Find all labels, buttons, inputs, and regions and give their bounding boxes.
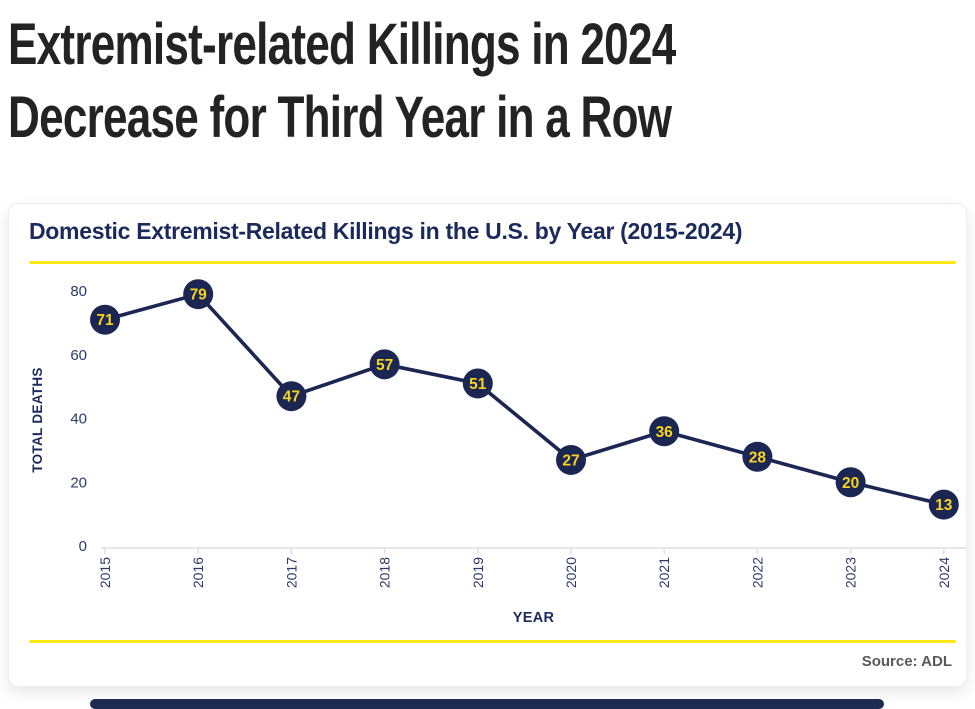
y-axis-title: TOTAL DEATHS: [30, 367, 45, 472]
x-tick-label: 2018: [377, 557, 393, 588]
divider-top: [29, 261, 956, 264]
y-tick-label: 20: [70, 474, 87, 491]
data-point: [742, 441, 773, 472]
data-point-label: 27: [562, 452, 579, 469]
x-tick-label: 2019: [470, 557, 486, 588]
x-tick-label: 2023: [843, 557, 859, 588]
data-point-label: 13: [935, 497, 953, 514]
chart-card: Domestic Extremist-Related Killings in t…: [8, 203, 967, 687]
bottom-scrollbar[interactable]: [90, 699, 884, 709]
y-tick-label: 60: [70, 347, 87, 364]
x-axis-title: YEAR: [513, 610, 555, 626]
x-tick-label: 2021: [656, 557, 672, 588]
page-headline: Extremist-related Killings in 2024 Decre…: [8, 12, 676, 150]
data-point-label: 71: [96, 312, 114, 329]
series-line: [104, 292, 945, 507]
data-point: [90, 304, 120, 335]
data-point: [369, 349, 400, 380]
data-point-label: 36: [656, 424, 674, 441]
x-tick-label: 2020: [563, 557, 579, 588]
x-tick-label: 2024: [936, 557, 952, 588]
data-point-label: 20: [842, 475, 859, 492]
x-tick-label: 2015: [97, 557, 113, 588]
x-tick-label: 2016: [190, 557, 206, 588]
data-point: [462, 368, 493, 399]
y-tick-label: 40: [70, 411, 87, 428]
divider-bottom: [29, 640, 956, 643]
data-point-label: 57: [376, 357, 393, 374]
y-tick-label: 0: [79, 538, 87, 555]
data-point-label: 79: [190, 287, 208, 304]
x-tick-label: 2022: [749, 557, 765, 588]
source-note: Source: ADL: [861, 653, 952, 670]
data-point: [183, 279, 214, 310]
y-tick-label: 80: [70, 283, 87, 300]
chart-title: Domestic Extremist-Related Killings in t…: [29, 218, 743, 244]
data-point: [556, 444, 586, 475]
data-point: [649, 416, 680, 447]
data-point: [928, 489, 959, 520]
x-tick-label: 2017: [283, 557, 299, 588]
data-point-label: 47: [283, 389, 300, 406]
data-point: [835, 467, 866, 498]
data-point-label: 28: [749, 449, 767, 466]
data-point-label: 51: [469, 376, 487, 393]
data-point: [276, 381, 307, 412]
